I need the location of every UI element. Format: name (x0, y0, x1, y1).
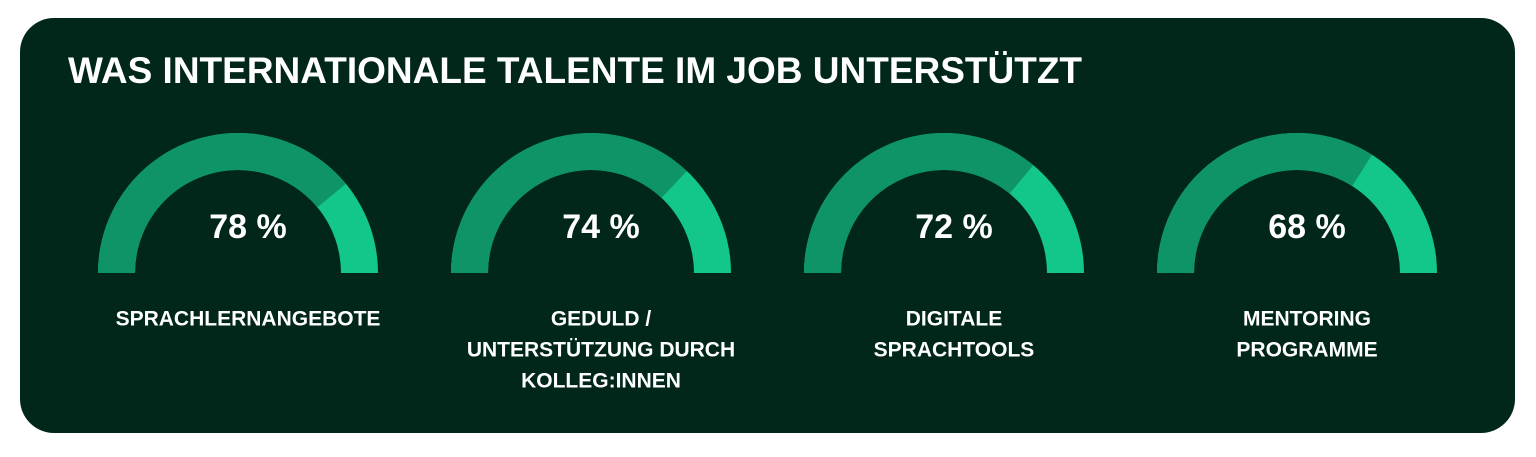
category-label: SPRACHLERNANGEBOTE (116, 308, 381, 331)
gauge-value (1157, 133, 1373, 273)
value-label: 74 % (562, 208, 640, 246)
category-label: KOLLEG:INNEN (521, 370, 681, 393)
value-label: 68 % (1268, 208, 1346, 246)
category-label: DIGITALE (906, 308, 1002, 331)
category-label: MENTORING (1243, 308, 1371, 331)
gauge-value (804, 132, 1034, 273)
chart-title: WAS INTERNATIONALE TALENTE IM JOB UNTERS… (68, 50, 1082, 91)
category-label: GEDULD / (551, 308, 652, 331)
gauge-value (451, 133, 687, 273)
value-label: 72 % (915, 208, 993, 246)
panel (20, 18, 1515, 433)
gauge-value (98, 133, 346, 273)
category-label: SPRACHTOOLS (874, 339, 1035, 362)
category-label: UNTERSTÜTZUNG DURCH (467, 339, 735, 362)
category-label: PROGRAMME (1236, 339, 1377, 362)
value-label: 78 % (209, 208, 287, 246)
